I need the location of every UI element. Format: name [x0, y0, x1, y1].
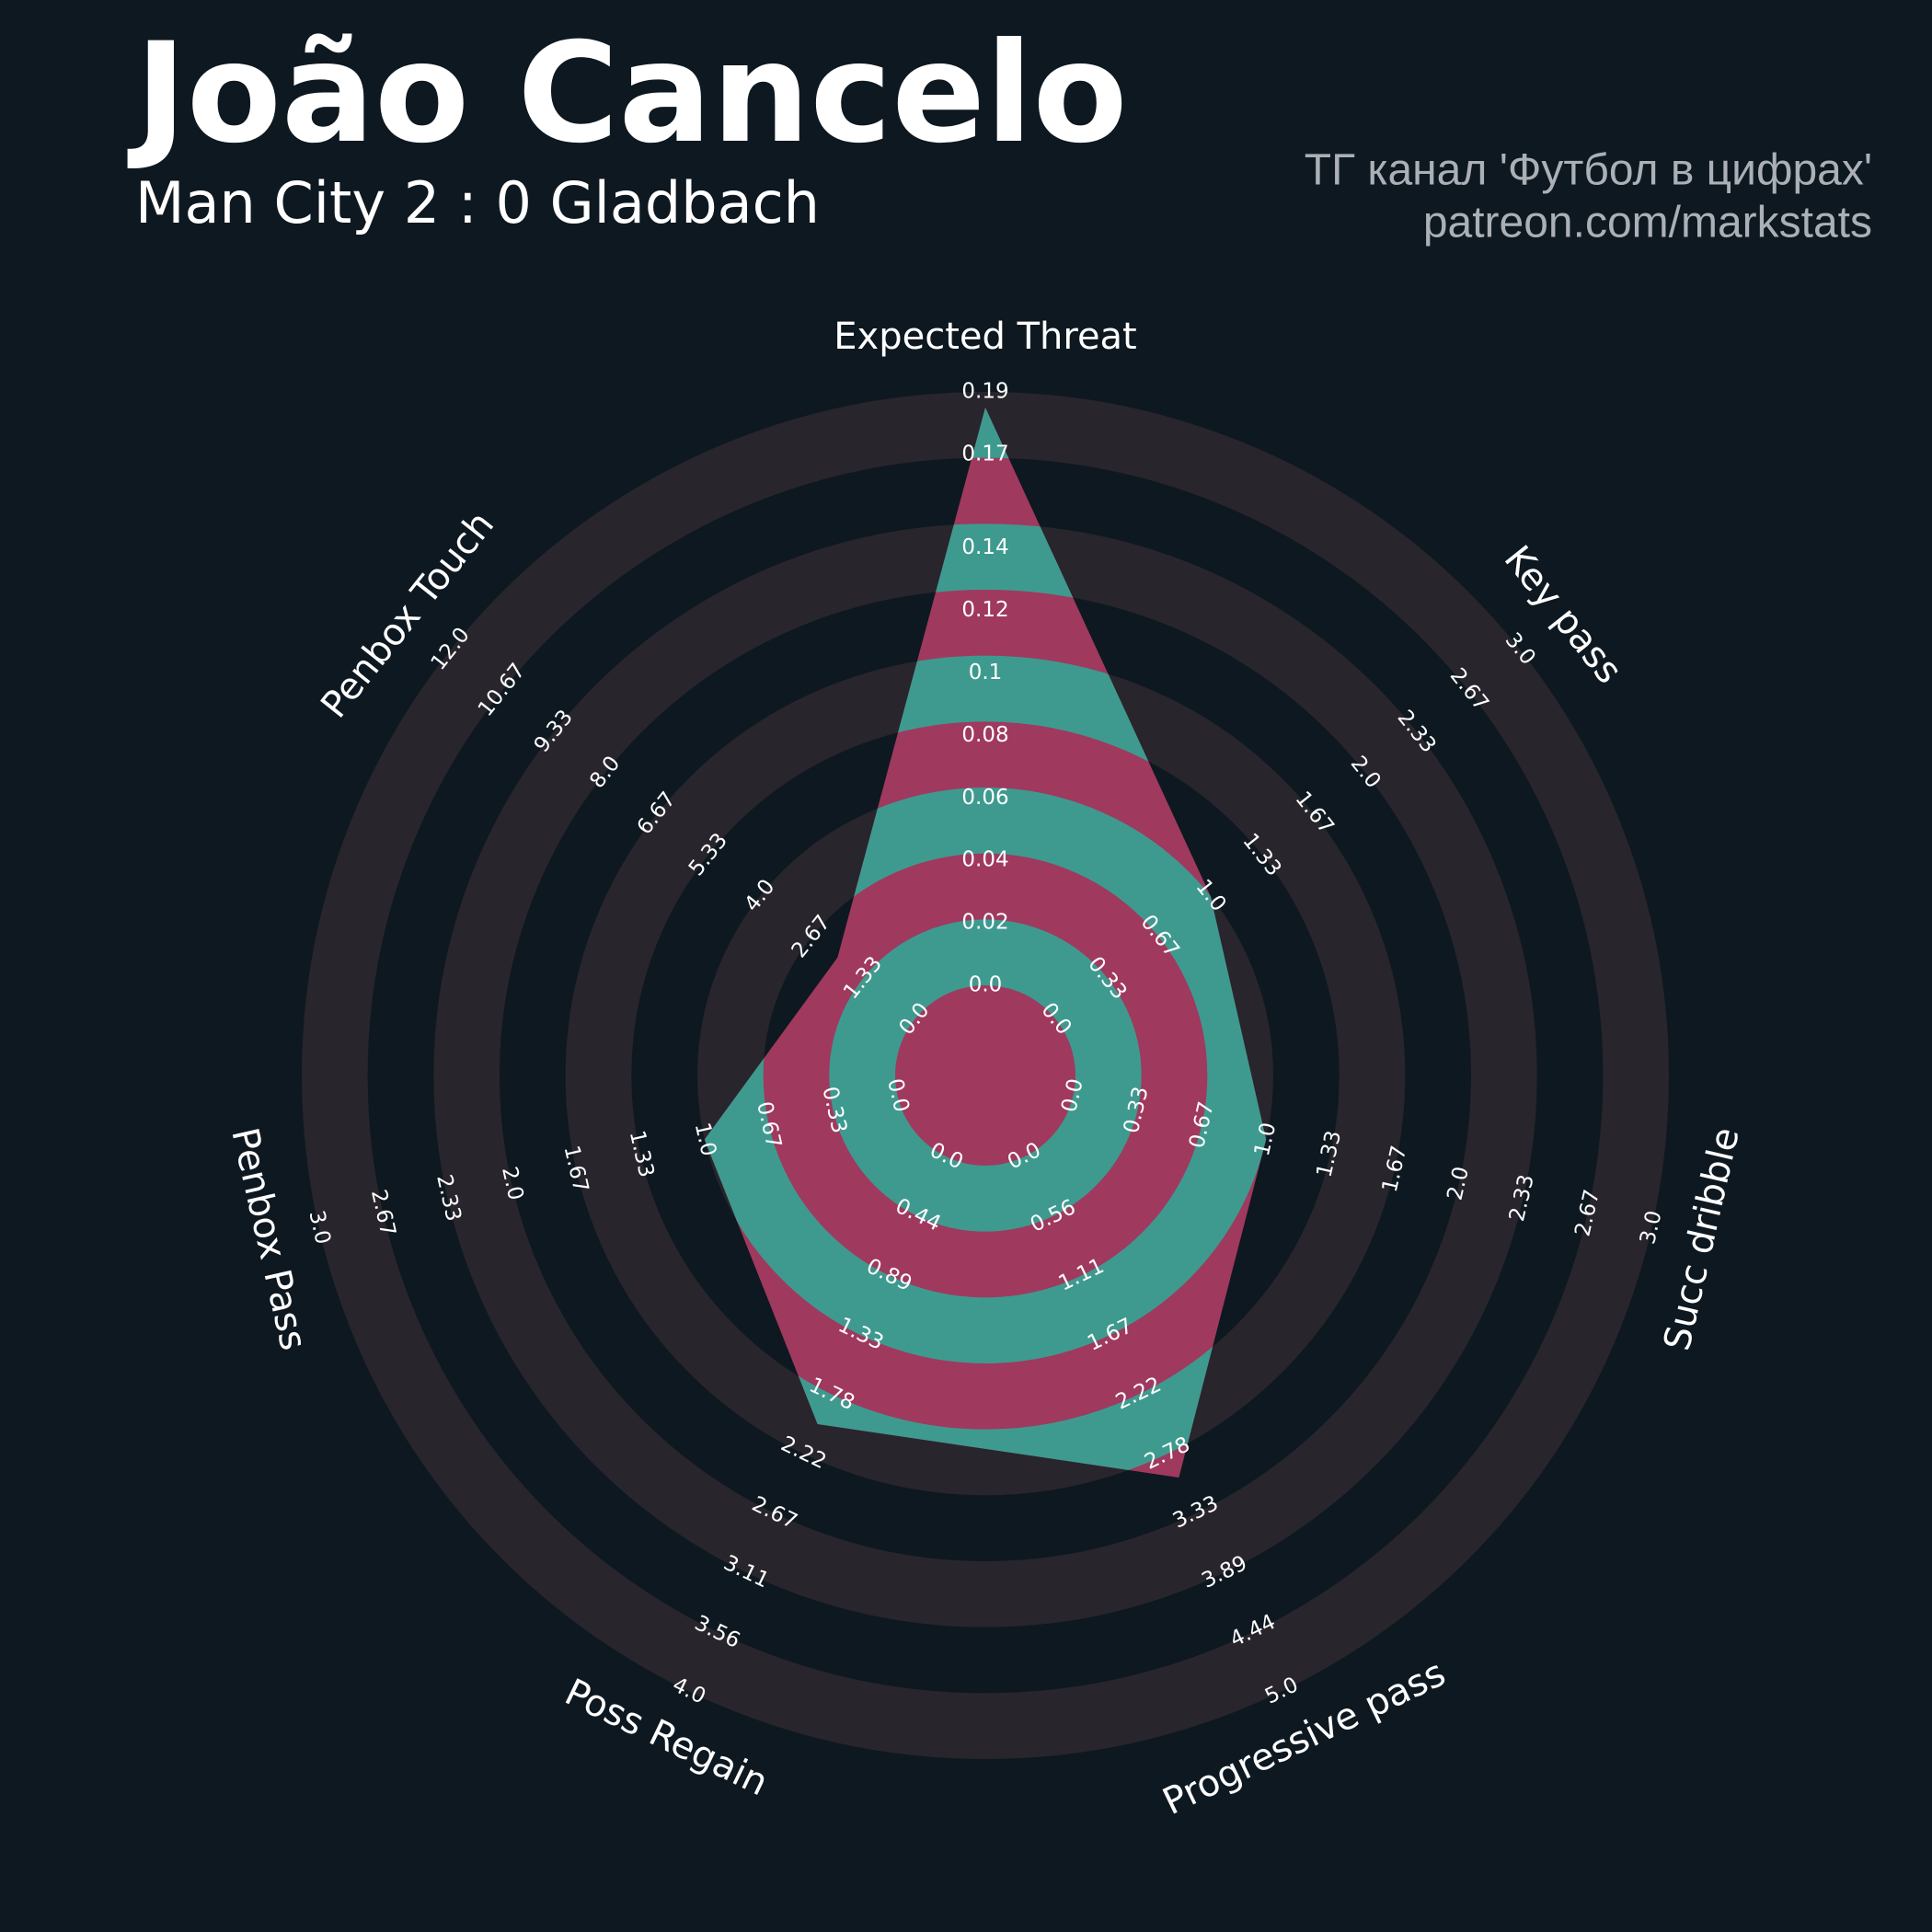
radar-ring — [704, 523, 1267, 1478]
tick-label: 0.1 — [969, 661, 1003, 684]
credit: ТГ канал 'Футбол в цифрах' — [1305, 146, 1872, 195]
chart-title: João Cancelo — [127, 14, 1128, 174]
tick-label: 0.0 — [969, 973, 1003, 997]
radar-ring — [704, 408, 1267, 1478]
credit: patreon.com/markstats — [1423, 199, 1872, 247]
tick-label: 0.04 — [961, 848, 1008, 872]
tick-label: 0.19 — [961, 380, 1008, 404]
chart-subtitle: Man City 2 : 0 Gladbach — [135, 169, 820, 236]
tick-label: 0.17 — [961, 442, 1008, 466]
axis-label: Expected Threat — [834, 316, 1137, 358]
tick-label: 0.12 — [961, 598, 1008, 622]
tick-label: 0.14 — [961, 535, 1008, 559]
tick-label: 0.02 — [961, 911, 1008, 935]
tick-label: 0.08 — [961, 723, 1008, 747]
tick-label: 0.06 — [961, 786, 1008, 810]
radar-ring — [829, 919, 1142, 1232]
